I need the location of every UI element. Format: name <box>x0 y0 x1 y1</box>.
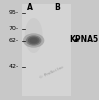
Text: B: B <box>55 2 60 12</box>
Text: 62-: 62- <box>9 38 19 44</box>
Bar <box>22 4 71 96</box>
Ellipse shape <box>23 33 44 48</box>
Ellipse shape <box>30 38 38 43</box>
Ellipse shape <box>28 36 40 44</box>
Text: 42-: 42- <box>9 64 19 70</box>
Text: © ProSci Inc: © ProSci Inc <box>39 65 64 79</box>
Text: 70-: 70- <box>9 26 19 32</box>
Text: A: A <box>27 2 33 12</box>
Text: KPNA5: KPNA5 <box>69 36 98 44</box>
Text: 95-: 95- <box>9 10 19 16</box>
Ellipse shape <box>26 35 41 46</box>
Ellipse shape <box>25 18 43 53</box>
